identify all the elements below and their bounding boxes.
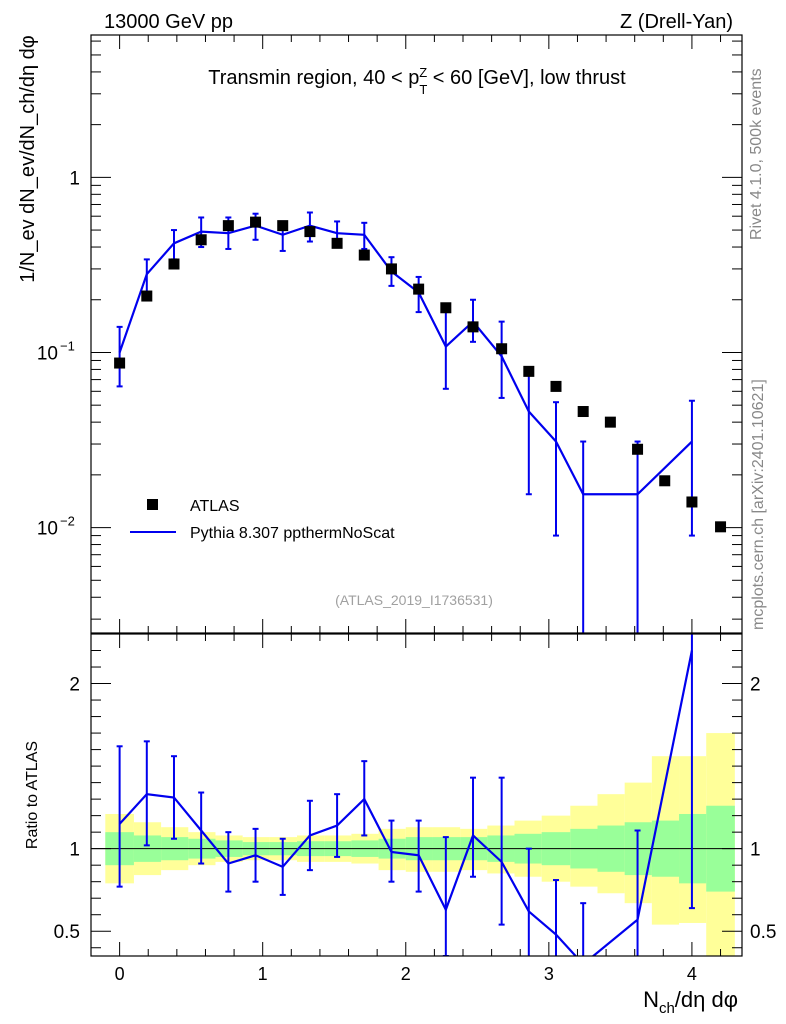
atlas-point <box>686 496 698 508</box>
ratio-y-tick-label-right: 0.5 <box>750 922 776 943</box>
ratio-y-axis-label: Ratio to ATLAS <box>24 741 41 849</box>
analysis-watermark: (ATLAS_2019_I1736531) <box>335 592 493 608</box>
legend-atlas-marker <box>147 499 158 510</box>
main-y-tick-label: 10 <box>37 343 58 364</box>
atlas-point <box>141 290 153 302</box>
ratio-y-tick-label-right: 1 <box>750 840 761 861</box>
ratio-y-tick-label: 1 <box>69 840 80 861</box>
atlas-point <box>358 249 370 261</box>
main-frame <box>90 34 743 634</box>
ratio-line <box>118 650 694 956</box>
header-left: 13000 GeV pp <box>104 11 233 33</box>
atlas-point <box>523 365 535 377</box>
legend: ATLAS Pythia 8.307 ppthermNoScat <box>130 498 395 542</box>
main-y-tick-label: 10 <box>37 519 58 540</box>
atlas-point <box>331 237 343 249</box>
atlas-point <box>277 220 289 232</box>
ratio-data <box>91 634 742 956</box>
atlas-point <box>222 220 234 232</box>
main-data <box>114 211 727 633</box>
ratio-uncertainty-bands <box>105 733 735 956</box>
ratio-y-tick-label-right: 2 <box>750 675 761 696</box>
ratio-y-tick-label: 0.5 <box>54 922 80 943</box>
legend-pythia-label: Pythia 8.307 ppthermNoScat <box>190 525 395 542</box>
x-axis-label: Nch/dη dφ <box>643 987 738 1017</box>
atlas-point <box>168 258 180 270</box>
atlas-point <box>659 475 671 487</box>
atlas-point <box>632 443 644 455</box>
atlas-point <box>467 321 479 333</box>
atlas-point <box>195 234 207 246</box>
rivet-label: Rivet 4.1.0, 500k events <box>748 68 765 240</box>
atlas-point <box>114 357 126 369</box>
ratio-frame <box>90 633 743 957</box>
x-tick-label: 3 <box>544 964 554 984</box>
x-tick-label: 2 <box>401 964 411 984</box>
x-tick-label: 1 <box>258 964 268 984</box>
atlas-point <box>496 343 508 355</box>
x-tick-label: 0 <box>115 964 125 984</box>
atlas-point <box>440 302 452 314</box>
atlas-point <box>550 380 562 392</box>
atlas-point <box>250 216 262 228</box>
legend-atlas-label: ATLAS <box>190 498 240 515</box>
pythia-line <box>118 224 693 496</box>
x-tick-label: 4 <box>687 964 697 984</box>
atlas-point <box>577 406 589 418</box>
atlas-point <box>604 416 616 428</box>
ratio-y-tick-label: 2 <box>69 675 80 696</box>
main-y-axis-label: 1/N_ev dN_ev/dN_ch/dη dφ <box>17 35 39 283</box>
atlas-point <box>413 283 425 295</box>
main-y-tick-label: 1 <box>69 168 80 189</box>
main-axes: 110−110−2 <box>37 35 742 633</box>
atlas-point <box>304 226 316 238</box>
ratio-axes: 0 1 2 3 4 0.5 0.5 1 1 2 2 <box>54 633 776 984</box>
atlas-point <box>385 263 397 275</box>
main-y-tick-exponent: −1 <box>60 338 75 353</box>
main-y-tick-exponent: −2 <box>60 514 75 529</box>
mcplots-label: mcplots.cern.ch [arXiv:2401.10621] <box>750 379 767 630</box>
header-right: Z (Drell-Yan) <box>620 11 733 33</box>
atlas-point <box>715 521 727 533</box>
plot-title: Transmin region, 40 < pTZ < 60 [GeV], lo… <box>208 65 626 97</box>
